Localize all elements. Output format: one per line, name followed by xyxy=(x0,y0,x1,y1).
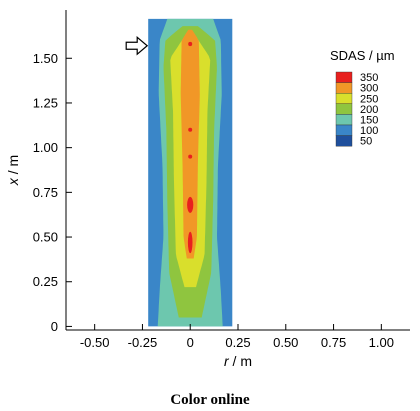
axes: -0.50 -0.25 0 0.25 0.50 0.75 1.00 0 0.25 0.50 0.7… xyxy=(33,10,410,350)
hot-spot-4 xyxy=(188,41,193,47)
y-axis-title: x / m xyxy=(5,155,21,186)
x-axis-title: r / m xyxy=(224,353,252,369)
contour-plot xyxy=(148,18,233,327)
legend-swatch xyxy=(335,71,353,83)
y-tick-label: 1.50 xyxy=(33,51,58,66)
legend-swatch xyxy=(335,124,353,136)
hot-spot-2 xyxy=(188,154,193,159)
x-tick-label: 0.25 xyxy=(225,335,250,350)
legend-label: 200 xyxy=(360,104,378,116)
legend-swatch xyxy=(335,114,353,126)
y-tick-label: 0 xyxy=(51,319,58,334)
legend-label: 50 xyxy=(360,136,372,148)
x-tick-label: -0.50 xyxy=(80,335,110,350)
legend-label: 250 xyxy=(360,93,378,105)
legend-label: 300 xyxy=(360,83,378,95)
legend-swatch xyxy=(335,103,353,115)
legend-swatch xyxy=(335,82,353,94)
legend-label: 350 xyxy=(360,72,378,84)
legend-label: 100 xyxy=(360,125,378,137)
y-tick-label: 0.25 xyxy=(33,274,58,289)
arrow-right-icon xyxy=(125,35,149,56)
contour-band-300 xyxy=(180,29,200,259)
legend-swatch xyxy=(335,135,353,147)
y-tick-label: 1.00 xyxy=(33,140,58,155)
x-axis-ticks: -0.50 -0.25 0 0.25 0.50 0.75 1.00 xyxy=(80,324,394,350)
hot-spot-1 xyxy=(187,196,194,213)
hot-spot-0 xyxy=(187,231,193,254)
legend-label: 150 xyxy=(360,115,378,127)
hot-spot-3 xyxy=(188,127,193,132)
y-axis-ticks: 0 0.25 0.50 0.75 1.00 1.25 1.50 xyxy=(33,51,72,334)
y-tick-label: 0.75 xyxy=(33,185,58,200)
x-tick-label: 0.75 xyxy=(321,335,346,350)
legend-title: SDAS / µm xyxy=(330,48,395,63)
x-tick-label: 0 xyxy=(187,335,194,350)
x-tick-label: 1.00 xyxy=(369,335,394,350)
y-tick-label: 1.25 xyxy=(33,95,58,110)
legend-swatch xyxy=(335,92,353,104)
figure-caption: Color online xyxy=(170,392,250,408)
y-tick-label: 0.50 xyxy=(33,230,58,245)
x-tick-label: -0.25 xyxy=(128,335,158,350)
x-tick-label: 0.50 xyxy=(273,335,298,350)
